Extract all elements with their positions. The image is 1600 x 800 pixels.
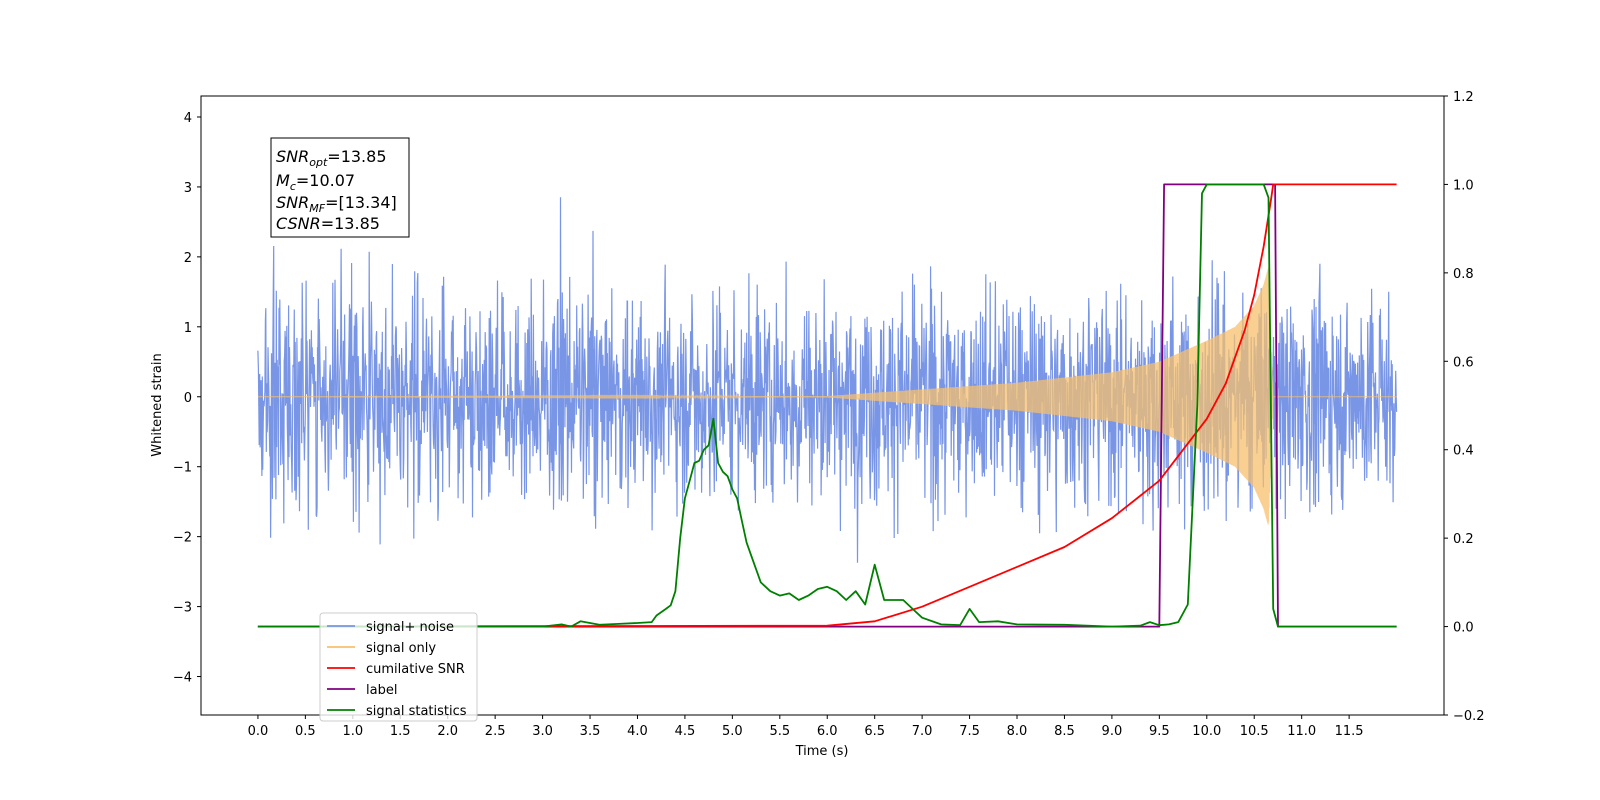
left-y-tick-label: −1 — [173, 461, 192, 476]
x-tick-label: 8.0 — [1007, 724, 1028, 739]
x-axis: 0.0 0.5 1.0 1.5 2.0 2.5 3.0 3.5 4.0 4.5 5.0 5.5 6.0 6… — [248, 715, 1364, 739]
left-y-axis-label: Whitened strain — [150, 353, 165, 456]
snr-opt-subscript: opt — [309, 156, 328, 169]
right-y-tick-label: 0.6 — [1453, 355, 1474, 370]
right-y-tick-label: 0.2 — [1453, 532, 1474, 547]
x-tick-label: 7.0 — [912, 724, 933, 739]
legend-label-signal-statistics: signal statistics — [366, 704, 467, 719]
x-axis-label: Time (s) — [795, 744, 849, 759]
snr-mf-value: =[13.34] — [325, 193, 397, 212]
x-tick-label: 4.0 — [627, 724, 648, 739]
x-tick-label: 9.5 — [1149, 724, 1170, 739]
x-tick-label: 3.5 — [580, 724, 601, 739]
annotation-snr-opt: SNRopt=13.85 — [276, 147, 387, 169]
x-tick-label: 4.5 — [675, 724, 696, 739]
x-tick-label: 8.5 — [1054, 724, 1075, 739]
annotation-mc: Mc=10.07 — [276, 171, 355, 193]
legend-label-cumilative-snr: cumilative SNR — [366, 662, 465, 677]
csnr-symbol: CSNR — [276, 214, 321, 233]
snr-mf-symbol: SNR — [276, 193, 309, 212]
mc-subscript: c — [290, 180, 296, 193]
x-tick-label: 0.5 — [295, 724, 316, 739]
x-tick-label: 7.5 — [959, 724, 980, 739]
legend-label-signal-noise: signal+ noise — [366, 620, 454, 635]
right-y-tick-label: 0.8 — [1453, 267, 1474, 282]
right-y-tick-label: 1.2 — [1453, 90, 1474, 105]
x-tick-label: 5.0 — [722, 724, 743, 739]
x-tick-label: 10.0 — [1192, 724, 1221, 739]
right-y-tick-label: −0.2 — [1453, 709, 1485, 724]
series-signal-statistics — [257, 183, 1397, 628]
x-tick-label: 5.5 — [769, 724, 790, 739]
left-y-tick-label: 0 — [184, 391, 192, 406]
x-tick-label: 3.0 — [532, 724, 553, 739]
legend-label-signal-only: signal only — [366, 641, 436, 656]
legend: signal+ noise signal only cumilative SNR la… — [319, 612, 478, 722]
legend-label-label: label — [366, 683, 397, 698]
x-tick-label: 6.5 — [864, 724, 885, 739]
x-tick-label: 1.0 — [342, 724, 363, 739]
axes-frame — [200, 95, 1445, 716]
left-y-tick-label: −3 — [173, 601, 192, 616]
annotation-csnr: CSNR=13.85 — [276, 214, 380, 233]
mc-value: =10.07 — [296, 171, 355, 190]
plot-area — [257, 183, 1398, 628]
x-tick-label: 2.0 — [437, 724, 458, 739]
x-tick-label: 2.5 — [485, 724, 506, 739]
snr-mf-subscript: MF — [309, 202, 325, 215]
mc-symbol: M — [276, 171, 290, 190]
right-y-tick-label: 0.0 — [1453, 621, 1474, 636]
right-y-tick-label: 1.0 — [1453, 178, 1474, 193]
x-tick-label: 11.0 — [1287, 724, 1316, 739]
left-y-tick-label: 4 — [184, 111, 192, 126]
left-y-tick-label: −4 — [173, 671, 192, 686]
left-y-tick-label: 2 — [184, 251, 192, 266]
x-tick-label: 11.5 — [1335, 724, 1364, 739]
x-tick-label: 6.0 — [817, 724, 838, 739]
csnr-value: =13.85 — [321, 214, 380, 233]
annotation-frame — [270, 137, 410, 238]
series-signal-only — [257, 267, 1397, 525]
stats-annotation-box: SNRopt=13.85 Mc=10.07 SNRMF=[13.34] CSNR… — [270, 137, 410, 238]
left-y-axis: −4 −3 −2 −1 0 1 2 3 4 — [173, 111, 201, 686]
left-y-tick-label: 3 — [184, 181, 192, 196]
x-tick-label: 1.5 — [390, 724, 411, 739]
legend-frame — [319, 612, 478, 722]
right-y-axis: −0.2 0.0 0.2 0.4 0.6 0.8 1.0 1.2 — [1444, 90, 1485, 724]
x-tick-label: 10.5 — [1240, 724, 1269, 739]
snr-opt-symbol: SNR — [276, 147, 309, 166]
left-y-tick-label: 1 — [184, 321, 192, 336]
right-y-tick-label: 0.4 — [1453, 444, 1474, 459]
snr-opt-value: =13.85 — [327, 147, 386, 166]
left-y-tick-label: −2 — [173, 531, 192, 546]
x-tick-label: 0.0 — [248, 724, 269, 739]
x-tick-label: 9.0 — [1102, 724, 1123, 739]
series-cumulative-snr — [257, 183, 1397, 628]
annotation-snr-mf: SNRMF=[13.34] — [276, 193, 397, 215]
